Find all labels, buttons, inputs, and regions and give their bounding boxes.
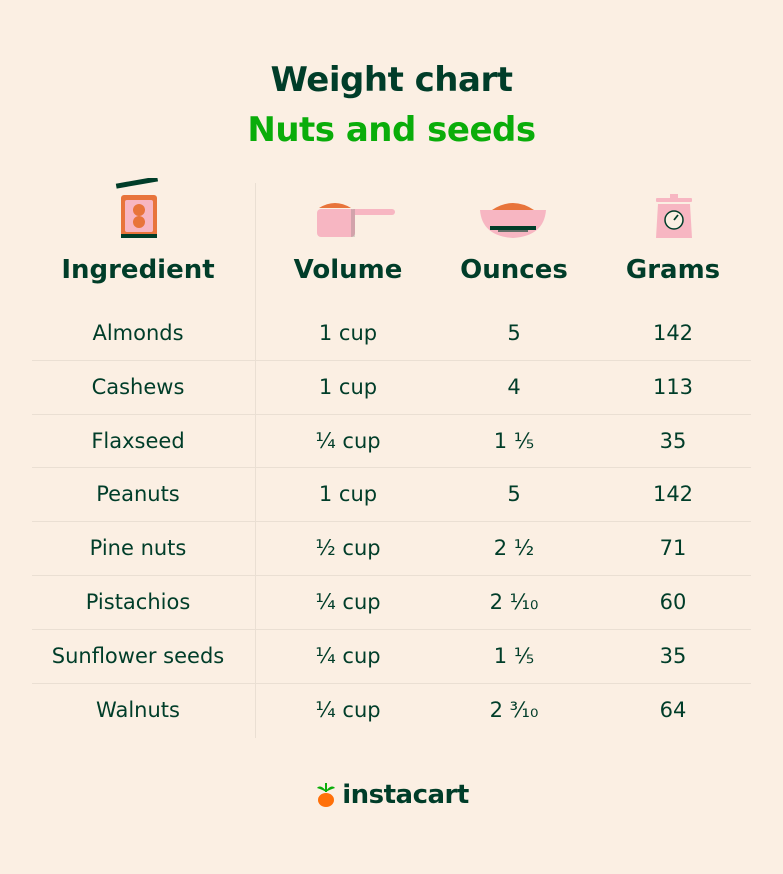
volume-cell: 1 cup xyxy=(318,321,378,345)
ingredient-cell: Sunflower seeds xyxy=(51,643,225,668)
volume-cell: ¼ cup xyxy=(315,697,381,722)
ingredient-cell: Pine nuts xyxy=(89,536,187,561)
volume-cell: ¼ cup xyxy=(315,589,381,614)
logo-text: instacart xyxy=(342,780,469,810)
table-row: Pistachios ¼ cup 2 ⅒ 60 xyxy=(0,576,783,630)
row-divider xyxy=(32,521,751,523)
ounces-cell: 1 ⅕ xyxy=(493,643,535,668)
volume-cell: ½ cup xyxy=(315,536,381,561)
grams-cell: 35 xyxy=(659,428,687,453)
ingredient-cell: Pistachios xyxy=(85,589,191,614)
table-row: Cashews 1 cup 4 113 xyxy=(0,361,783,415)
weight-table: Almonds 1 cup 5 142 Cashews 1 cup 4 113 … xyxy=(0,307,783,737)
volume-cell: ¼ cup xyxy=(315,643,381,668)
ounces-cell: 5 xyxy=(507,482,521,507)
ounces-cell: 4 xyxy=(507,374,521,399)
peanut-jar-icon xyxy=(115,178,159,238)
volume-cell: 1 cup xyxy=(318,482,378,507)
ounces-cell: 5 xyxy=(507,321,521,345)
table-row: Almonds 1 cup 5 142 xyxy=(0,307,783,361)
row-divider xyxy=(32,467,751,469)
row-divider xyxy=(32,413,751,415)
grams-cell: 113 xyxy=(652,374,694,399)
table-row: Walnuts ¼ cup 2 ³⁄₁₀ 64 xyxy=(0,684,783,738)
table-row: Peanuts 1 cup 5 142 xyxy=(0,468,783,523)
row-divider xyxy=(32,628,751,630)
ingredient-cell: Cashews xyxy=(91,374,185,399)
header-grams: Grams xyxy=(625,255,721,285)
row-divider xyxy=(32,574,751,576)
row-divider xyxy=(32,682,751,684)
grams-cell: 142 xyxy=(652,321,694,345)
table-row: Flaxseed ¼ cup 1 ⅕ 35 xyxy=(0,415,783,469)
table-row: Sunflower seeds ¼ cup 1 ⅕ 35 xyxy=(0,630,783,684)
volume-cell: 1 cup xyxy=(318,374,378,399)
carrot-icon xyxy=(317,783,336,807)
measuring-cup-icon xyxy=(317,203,395,237)
ounces-cell: 2 ½ xyxy=(493,536,535,561)
volume-cell: ¼ cup xyxy=(315,428,381,453)
row-divider xyxy=(32,359,751,361)
header-volume: Volume xyxy=(293,255,403,285)
ounces-cell: 2 ⅒ xyxy=(489,589,539,614)
grams-cell: 60 xyxy=(659,589,687,614)
table-row: Pine nuts ½ cup 2 ½ 71 xyxy=(0,522,783,576)
column-divider xyxy=(255,183,256,738)
header-ingredient: Ingredient xyxy=(61,255,215,285)
grams-cell: 35 xyxy=(659,643,687,668)
header-ounces: Ounces xyxy=(460,255,568,285)
kitchen-scale-icon xyxy=(656,194,692,238)
chart-subtitle: Nuts and seeds xyxy=(247,110,536,150)
ounces-cell: 1 ⅕ xyxy=(493,428,535,453)
ingredient-cell: Almonds xyxy=(92,321,184,345)
ingredient-cell: Peanuts xyxy=(96,482,180,507)
ounces-cell: 2 ³⁄₁₀ xyxy=(489,697,539,722)
ingredient-cell: Flaxseed xyxy=(91,428,185,453)
chart-title: Weight chart xyxy=(270,60,513,100)
ingredient-cell: Walnuts xyxy=(96,697,180,722)
grams-cell: 71 xyxy=(659,536,687,561)
grams-cell: 64 xyxy=(659,697,687,722)
instacart-logo: instacart xyxy=(0,780,783,810)
grams-cell: 142 xyxy=(652,482,694,507)
bowl-icon xyxy=(480,203,546,238)
